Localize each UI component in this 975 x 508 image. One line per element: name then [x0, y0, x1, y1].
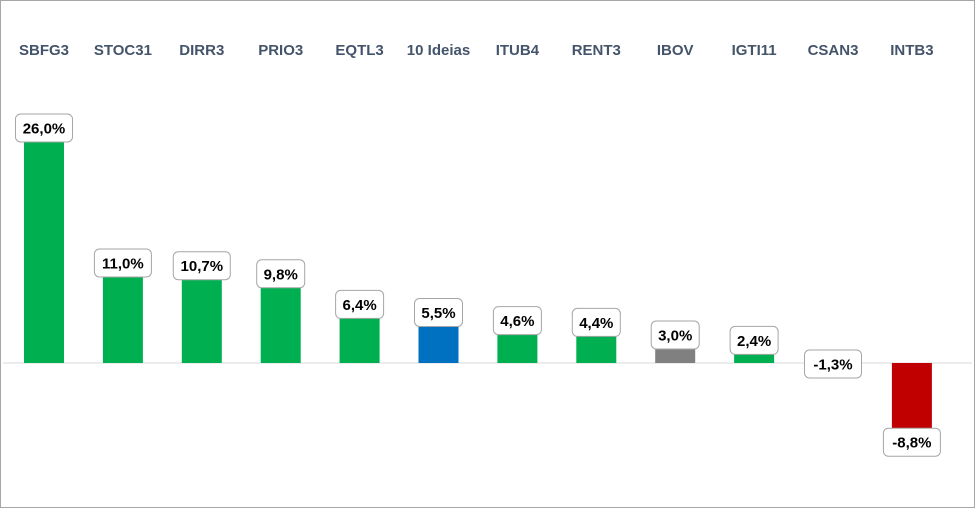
data-label-box — [882, 427, 941, 457]
data-label-box — [650, 320, 700, 350]
data-label: 3,0% — [658, 328, 692, 345]
data-label: 26,0% — [23, 121, 66, 138]
data-label-box — [729, 325, 779, 355]
category-label: RENT3 — [572, 42, 621, 59]
data-label-box — [571, 307, 621, 337]
category-label: DIRR3 — [179, 42, 224, 59]
data-label: -1,3% — [813, 357, 852, 374]
bar — [260, 274, 301, 363]
category-label: EQTL3 — [335, 42, 383, 59]
data-label: 10,7% — [181, 258, 224, 275]
category-label: IGTI11 — [732, 42, 777, 59]
category-label: SBFG3 — [19, 42, 69, 59]
bar — [181, 266, 222, 363]
data-label: 6,4% — [342, 297, 376, 314]
data-label-box — [492, 306, 542, 336]
data-label-box — [15, 113, 73, 143]
bar — [102, 264, 143, 363]
bar — [24, 129, 64, 363]
category-label: PRIO3 — [258, 42, 303, 59]
category-label: 10 Ideias — [407, 42, 470, 59]
data-label: 4,6% — [500, 313, 534, 330]
data-label: -8,8% — [892, 435, 931, 452]
category-label: CSAN3 — [808, 42, 859, 59]
category-label: STOC31 — [94, 42, 152, 59]
data-label: 11,0% — [102, 256, 144, 273]
data-label-box — [93, 248, 152, 278]
data-label-box — [256, 259, 306, 289]
category-label: INTB3 — [890, 42, 933, 59]
data-label: 5,5% — [421, 305, 455, 322]
data-label: 9,8% — [264, 266, 298, 283]
category-label: IBOV — [657, 42, 694, 59]
data-label-box — [804, 349, 862, 379]
data-label-box — [414, 298, 463, 327]
data-label-box — [335, 289, 385, 319]
data-label: 4,4% — [579, 315, 613, 332]
data-label: 2,4% — [737, 333, 771, 350]
category-label: ITUB4 — [496, 42, 540, 59]
data-label-box — [172, 251, 231, 281]
